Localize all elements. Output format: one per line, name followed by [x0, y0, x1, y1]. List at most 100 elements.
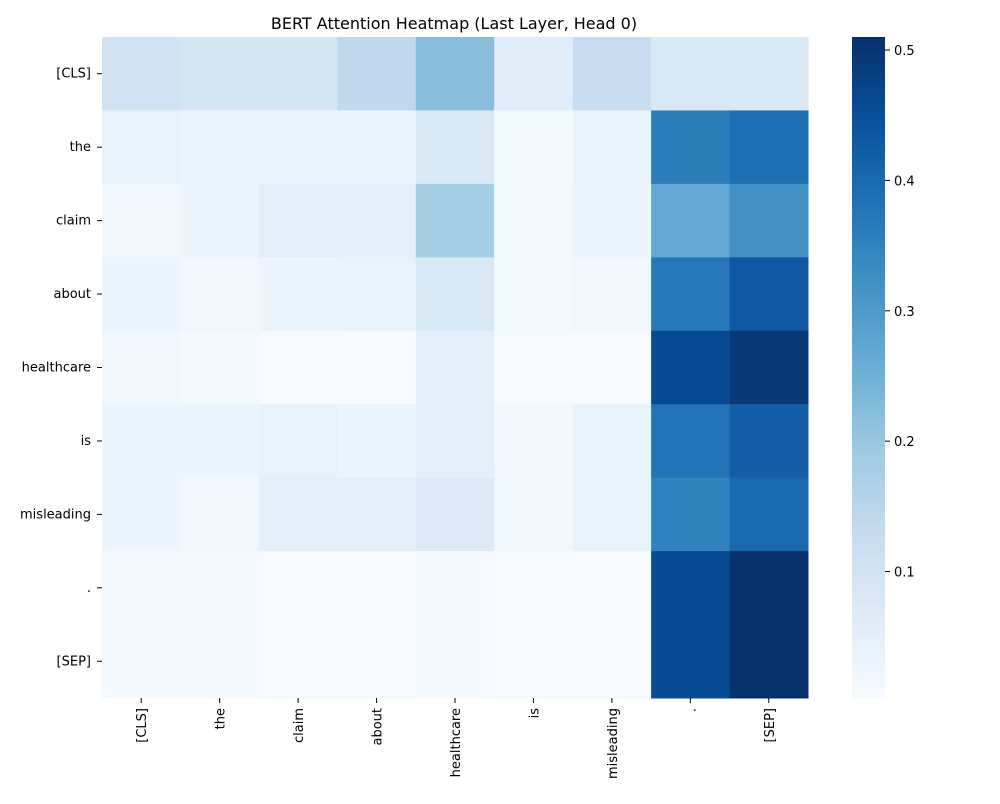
- heatmap-cell: [337, 624, 417, 699]
- heatmap-cell: [494, 477, 574, 552]
- heatmap-cell: [729, 330, 809, 405]
- heatmap-cell: [258, 551, 338, 626]
- heatmap-cell: [180, 257, 260, 332]
- heatmap-cell: [415, 110, 495, 185]
- x-tick-label: .: [684, 708, 699, 712]
- heatmap-cell: [729, 404, 809, 479]
- heatmap-cell: [102, 37, 181, 111]
- heatmap-cell: [494, 404, 574, 479]
- heatmap-cell: [102, 551, 181, 626]
- y-tick-label: claim: [56, 214, 91, 229]
- heatmap-cell: [572, 37, 652, 111]
- heatmap-cell: [494, 37, 574, 111]
- heatmap-cell: [337, 477, 417, 552]
- heatmap-cell: [729, 257, 809, 332]
- heatmap-cell: [729, 37, 809, 111]
- heatmap-cell: [494, 624, 574, 699]
- y-tick-label: [SEP]: [57, 654, 91, 669]
- heatmap-cell: [494, 257, 574, 332]
- heatmap-cell: [180, 110, 260, 185]
- y-tick-label: is: [81, 434, 92, 449]
- y-tick-label: healthcare: [22, 361, 91, 376]
- heatmap-cell: [258, 257, 338, 332]
- heatmap-cell: [102, 477, 181, 552]
- heatmap-cell: [258, 110, 338, 185]
- x-tick-label: about: [371, 708, 386, 746]
- heatmap-cell: [180, 551, 260, 626]
- y-axis-ticks: [CLS] the claim about healthcare is misleading…: [20, 67, 102, 669]
- heatmap-cell: [180, 404, 260, 479]
- heatmap-cell: [494, 330, 574, 405]
- heatmap-cell: [415, 551, 495, 626]
- chart-title: BERT Attention Heatmap (Last Layer, Head…: [271, 14, 637, 33]
- heatmap-cell: [729, 110, 809, 185]
- heatmap-cell: [337, 183, 417, 258]
- heatmap-cell: [572, 624, 652, 699]
- heatmap-cell: [572, 551, 652, 626]
- heatmap-cell: [572, 404, 652, 479]
- heatmap-cell: [651, 110, 731, 185]
- heatmap-cell: [337, 551, 417, 626]
- heatmap-cell: [651, 330, 731, 405]
- colorbar-tick-label: 0.5: [894, 44, 915, 59]
- heatmap-cell: [651, 551, 731, 626]
- heatmap-cell: [415, 37, 495, 111]
- heatmap-cell: [572, 477, 652, 552]
- heatmap-cell: [180, 37, 260, 111]
- heatmap-cell: [572, 257, 652, 332]
- y-tick-label: misleading: [20, 507, 91, 522]
- colorbar-tick-label: 0.4: [894, 174, 915, 189]
- heatmap-cell: [415, 477, 495, 552]
- x-tick-label: misleading: [606, 708, 621, 779]
- y-tick-label: about: [53, 287, 91, 302]
- heatmap-cell: [180, 624, 260, 699]
- heatmap-cell: [180, 183, 260, 258]
- heatmap-cell: [102, 257, 181, 332]
- y-tick-label: [CLS]: [56, 67, 91, 82]
- heatmap-cell: [651, 257, 731, 332]
- y-tick-label: the: [70, 140, 91, 155]
- heatmap-cell: [102, 404, 181, 479]
- heatmap-cell: [102, 110, 181, 185]
- heatmap-cell: [572, 330, 652, 405]
- heatmap-cell: [494, 110, 574, 185]
- heatmap-cell: [258, 183, 338, 258]
- colorbar-gradient: [852, 37, 885, 698]
- heatmap-cell: [258, 477, 338, 552]
- x-tick-label: is: [527, 708, 542, 719]
- y-tick-label: .: [87, 581, 91, 596]
- heatmap-cell: [337, 330, 417, 405]
- colorbar-tick-label: 0.2: [894, 435, 915, 450]
- heatmap-cell: [494, 183, 574, 258]
- heatmap-cell: [415, 183, 495, 258]
- heatmap-cell: [415, 404, 495, 479]
- heatmap-cell: [337, 257, 417, 332]
- heatmap-cell: [651, 37, 731, 111]
- heatmap-cell: [651, 477, 731, 552]
- heatmap-cell: [415, 330, 495, 405]
- heatmap-cell: [494, 551, 574, 626]
- heatmap-cell: [258, 404, 338, 479]
- heatmap-cell: [337, 37, 417, 111]
- heatmap-cell: [572, 110, 652, 185]
- heatmap-cell: [651, 183, 731, 258]
- heatmap-cell: [102, 330, 181, 405]
- x-tick-label: claim: [292, 708, 307, 743]
- heatmap-cell: [729, 624, 809, 699]
- heatmap-cell: [415, 257, 495, 332]
- heatmap-cells: [102, 37, 809, 699]
- heatmap-cell: [258, 330, 338, 405]
- heatmap-cell: [651, 624, 731, 699]
- heatmap-cell: [258, 37, 338, 111]
- heatmap-cell: [102, 183, 181, 258]
- heatmap-cell: [258, 624, 338, 699]
- heatmap-cell: [337, 404, 417, 479]
- heatmap-cell: [180, 330, 260, 405]
- heatmap-cell: [572, 183, 652, 258]
- heatmap-cell: [651, 404, 731, 479]
- heatmap-cell: [180, 477, 260, 552]
- heatmap-cell: [337, 110, 417, 185]
- heatmap-cell: [729, 477, 809, 552]
